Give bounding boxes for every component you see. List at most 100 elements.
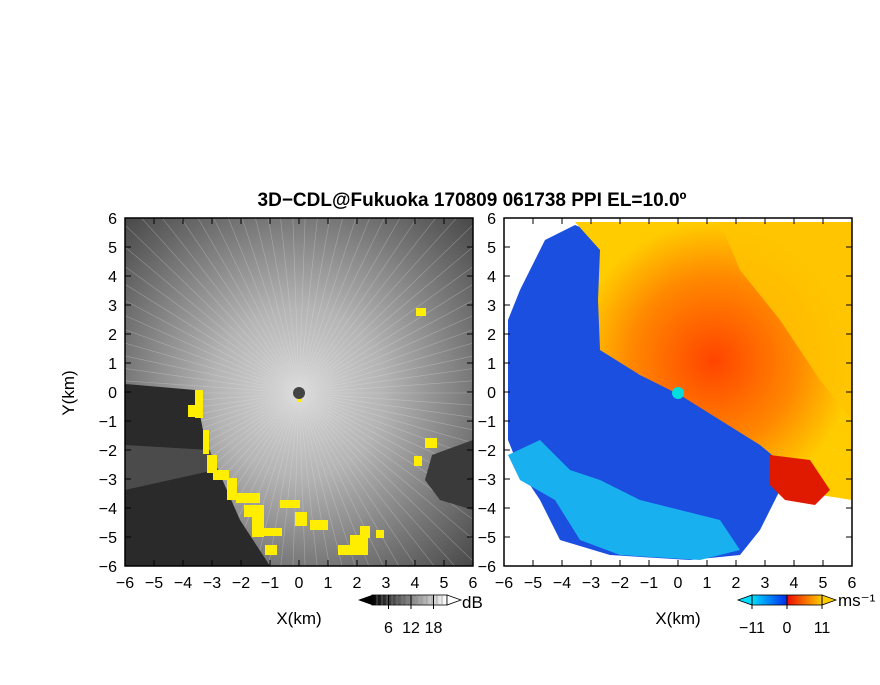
radial-streak [298, 392, 370, 566]
radial-streak [298, 224, 473, 394]
x-tick-label: 2 [732, 575, 741, 592]
radial-streak [280, 392, 300, 566]
y-tick-label: 5 [108, 240, 117, 257]
radar-center [672, 387, 684, 399]
y-tick-label: −6 [478, 559, 496, 576]
x-tick-label: 4 [411, 575, 420, 592]
radial-streak [298, 218, 357, 394]
x-tick-label: −3 [582, 575, 600, 592]
radial-streak [298, 392, 473, 457]
radial-streak [125, 380, 300, 394]
y-tick-label: 2 [487, 327, 496, 344]
colorbar-intensity: 6 12 18 dB [358, 593, 483, 637]
colorbar-left-arrow [736, 594, 753, 606]
radial-streak [298, 246, 473, 394]
dark-sector-west [125, 384, 270, 566]
radial-streak [268, 392, 300, 566]
radial-streak [280, 218, 300, 394]
y-tick-label: −2 [478, 443, 496, 460]
radial-streak [298, 218, 343, 394]
radial-streak [298, 392, 417, 566]
radial-streak [298, 283, 473, 394]
radial-streak [180, 218, 300, 394]
x-tick-label: −6 [116, 575, 134, 592]
radial-streak [298, 355, 473, 394]
intensity-field [125, 218, 473, 566]
radial-streak [197, 218, 300, 394]
radial-streak [227, 218, 300, 394]
y-tick-label: −4 [99, 501, 117, 518]
radial-streak [241, 218, 300, 394]
radial-streak [125, 283, 300, 394]
radial-streak [292, 218, 300, 394]
radial-streak [298, 266, 473, 394]
x-tick-label: −1 [640, 575, 658, 592]
radial-streak [125, 246, 300, 394]
x-tick-label: 2 [353, 575, 362, 592]
y-tick-label: −1 [478, 414, 496, 431]
radial-streak [255, 392, 300, 566]
x-tick-labels: −6 −5 −4 −3 −2 −1 0 1 2 3 4 5 6 [116, 575, 478, 592]
radial-streak [298, 380, 473, 394]
colorbar-tick-label: 11 [814, 620, 831, 637]
radial-streak [298, 392, 343, 566]
radial-streak [298, 392, 473, 486]
panel-intensity: −6 −5 −4 −3 −2 −1 0 1 2 3 4 5 6 6543210−1−2−3−4−5−6 … [59, 211, 478, 628]
colorbar-gradient [371, 594, 448, 606]
radial-streak [214, 392, 300, 566]
radial-streak [255, 218, 300, 394]
x-tick-label: 0 [674, 575, 683, 592]
radial-streak [125, 300, 300, 394]
x-tick-label: −4 [174, 575, 192, 592]
y-tick-label: −1 [99, 414, 117, 431]
y-tick-label: 2 [108, 327, 117, 344]
radial-streak [125, 342, 300, 394]
ticks [503, 217, 853, 567]
y-tick-label: −5 [478, 530, 496, 547]
x-tick-labels: −6 −5 −4 −3 −2 −1 0 1 2 3 4 5 6 [495, 575, 857, 592]
y-tick-label: −2 [99, 443, 117, 460]
radial-streak [298, 218, 437, 394]
y-tick-label: 3 [487, 298, 496, 315]
figure-title: 3D−CDL@Fukuoka 170809 061738 PPI EL=10.0… [258, 190, 687, 211]
radial-streak [298, 218, 418, 394]
radial-streak [298, 315, 473, 394]
y-tick-label: −5 [99, 530, 117, 547]
radial-streak [125, 355, 300, 394]
x-axis-label: X(km) [276, 609, 321, 628]
colorbar-tick-labels: −11 0 11 [739, 620, 830, 637]
y-tick-label: 6 [487, 211, 496, 228]
radar-center [293, 387, 305, 399]
colorbar-right-arrow [446, 594, 463, 606]
radial-streak [298, 392, 435, 566]
colorbar-tick-label: 18 [425, 620, 443, 637]
radial-streak [298, 218, 385, 394]
y-tick-label: 4 [108, 269, 117, 286]
highlight-points [188, 308, 437, 555]
radial-streak [125, 368, 300, 394]
x-tick-label: −2 [611, 575, 629, 592]
radial-streak [125, 315, 300, 394]
y-tick-labels: 6 5 4 3 2 1 0 −1 −2 −3 −4 −5 −6 [99, 211, 117, 576]
colorbar-tick-labels: 6 12 18 [384, 620, 442, 637]
colorbar-tick-label: 12 [402, 620, 420, 637]
radial-streak [298, 300, 473, 394]
radial-streak [298, 218, 306, 394]
y-axis-label: Y(km) [59, 370, 78, 415]
radial-streak [298, 218, 331, 394]
radial-streak [213, 218, 300, 394]
x-tick-label: −4 [553, 575, 571, 592]
panel-velocity: −6 −5 −4 −3 −2 −1 0 1 2 3 4 5 6 6543210−1−2−3−4−5−6 … [478, 211, 857, 628]
colorbar-tick-label: −11 [739, 620, 765, 637]
x-tick-label: 4 [790, 575, 799, 592]
radial-streak [298, 392, 356, 566]
radial-streak [298, 392, 473, 520]
radial-streak [298, 392, 400, 566]
colorbar-tick-label: 0 [783, 620, 792, 637]
radial-streak [298, 329, 473, 394]
colorbar-ticks [376, 595, 443, 609]
radial-streak [298, 218, 457, 394]
x-tick-label: 3 [761, 575, 770, 592]
radial-streak [298, 392, 473, 431]
